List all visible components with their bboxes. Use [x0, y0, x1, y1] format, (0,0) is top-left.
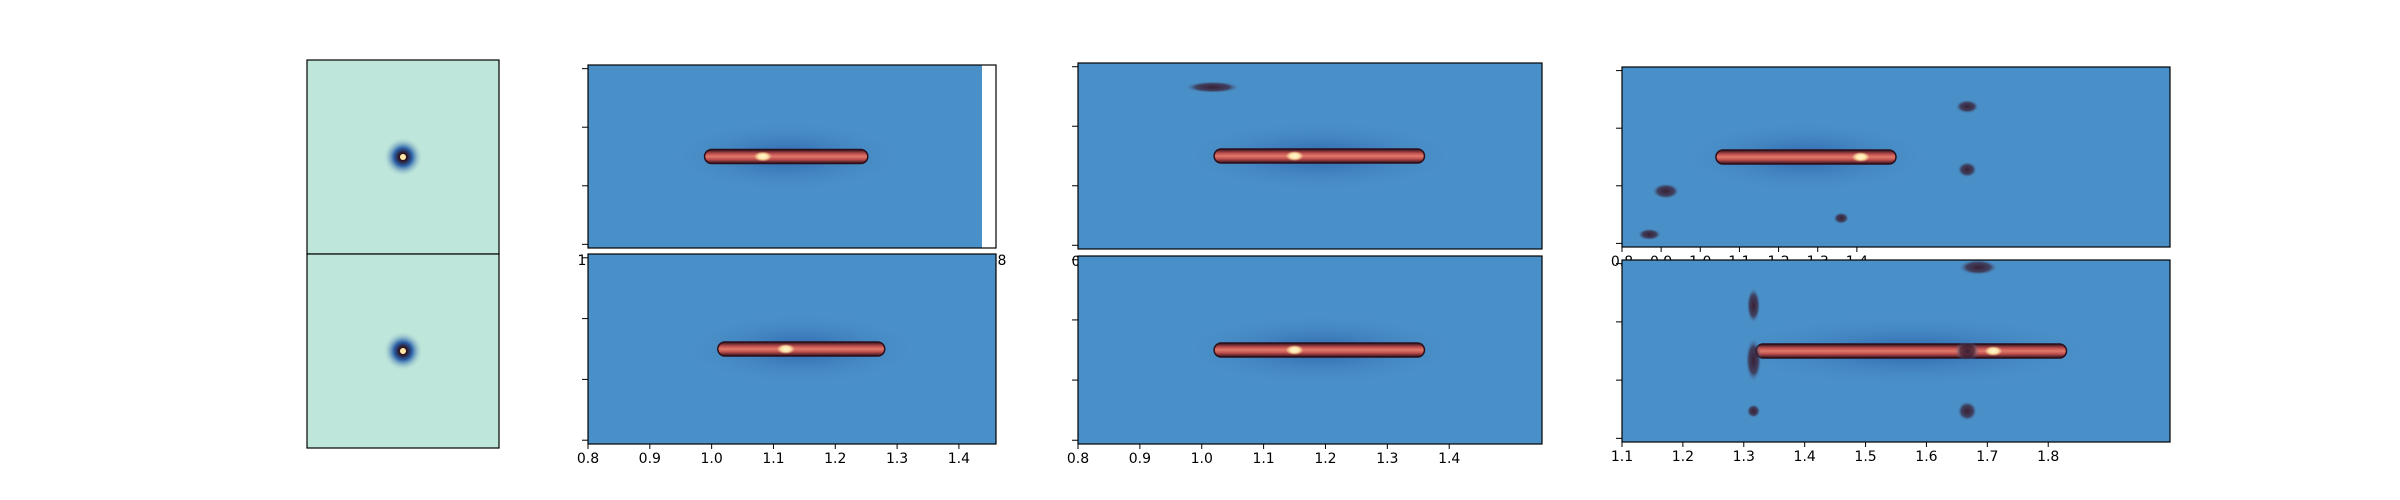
streak-hotspot — [1984, 346, 2003, 356]
artifact-blob — [1651, 183, 1680, 200]
streak-hotspot — [1851, 152, 1870, 162]
x-tick-label: 0.9 — [1129, 451, 1151, 467]
panel-frame — [587, 253, 997, 445]
panel-frame — [587, 64, 997, 249]
streak — [1213, 148, 1426, 164]
x-tick-label: 1.1 — [1252, 451, 1274, 467]
x-tick-label: 1.3 — [1733, 449, 1755, 465]
streak-hotspot — [753, 151, 772, 162]
artifact-blob — [1957, 161, 1978, 178]
x-tick-label: 1.2 — [1314, 451, 1336, 467]
panel-column-2-bottom: 0.8 0.9 1.0 1.1 1.2 1.3 1.4 — [1067, 255, 1543, 467]
artifact-blob — [1637, 228, 1662, 241]
streak — [717, 341, 886, 357]
x-tick-label: 1.1 — [762, 451, 784, 467]
x-tick-label: 1.4 — [1438, 451, 1460, 467]
panel-frame — [306, 253, 500, 449]
panel-column-2-top: 0 — [1072, 62, 1543, 270]
x-tick-label: 1.3 — [886, 451, 908, 467]
streak-hotspot — [1285, 151, 1304, 161]
x-tick-label: 0.9 — [639, 451, 661, 467]
artifact-blob — [1957, 401, 1978, 422]
panel-frame — [1621, 259, 2171, 443]
streak-hotspot — [1285, 345, 1304, 355]
panel-column-3-top: 0.80.91.01.11.21.31.4 — [1611, 66, 2171, 270]
artifact-blob — [1955, 341, 1980, 361]
panel-frame — [1077, 62, 1543, 250]
x-tick-label: 1.1 — [1611, 449, 1633, 465]
panel-thumbnail-top — [306, 59, 500, 255]
x-tick-label: 1.4 — [948, 451, 970, 467]
x-tick-label: 1.0 — [701, 451, 723, 467]
x-tick-label: 0.8 — [577, 451, 599, 467]
panel-frame — [1621, 66, 2171, 248]
x-tick-label-partial: 1 — [578, 253, 587, 269]
artifact-blob — [1745, 338, 1762, 383]
x-tick-label: 1.3 — [1376, 451, 1398, 467]
x-tick-label: 1.8 — [2037, 449, 2059, 465]
x-tick-label: 1.7 — [1976, 449, 1998, 465]
streak — [1715, 149, 1897, 165]
panel-column-3-bottom: 1.1 1.2 1.3 1.4 1.5 1.6 1.7 1.8 — [1611, 259, 2171, 465]
point-source-core — [400, 154, 406, 160]
x-tick-label: 1.4 — [1794, 449, 1816, 465]
x-tick-label: 0.8 — [1067, 451, 1089, 467]
streak — [1213, 342, 1426, 358]
x-tick-label-partial: 8 — [998, 253, 1007, 269]
panel-frame — [1077, 255, 1543, 445]
x-tick-label: 1.0 — [1191, 451, 1213, 467]
streak — [1755, 343, 2068, 359]
x-tick-label: 1.6 — [1915, 449, 1937, 465]
artifact-blob — [1746, 404, 1761, 419]
x-tick-label-partial: 0 — [1072, 254, 1081, 270]
panels-layer: 1 80.8 0.9 1.0 1.1 1.2 1.3 1.400.8 0.9 1.0 1.1 1.2 1… — [306, 59, 2171, 467]
panel-blank-strip — [982, 65, 996, 248]
artifact-blob — [1184, 81, 1241, 94]
x-tick-label: 1.5 — [1854, 449, 1876, 465]
x-tick-label: 1.2 — [1672, 449, 1694, 465]
artifact-blob — [1955, 99, 1980, 114]
artifact-blob — [1746, 287, 1761, 324]
streak — [703, 148, 869, 165]
panel-column-1-bottom: 0.8 0.9 1.0 1.1 1.2 1.3 1.4 — [577, 253, 997, 467]
panel-thumbnail-bottom — [306, 253, 500, 449]
artifact-blob — [1958, 259, 1999, 276]
point-source-core — [400, 348, 406, 354]
x-tick-label: 1.2 — [824, 451, 846, 467]
streak-hotspot — [776, 344, 795, 354]
artifact-blob — [1833, 212, 1850, 225]
